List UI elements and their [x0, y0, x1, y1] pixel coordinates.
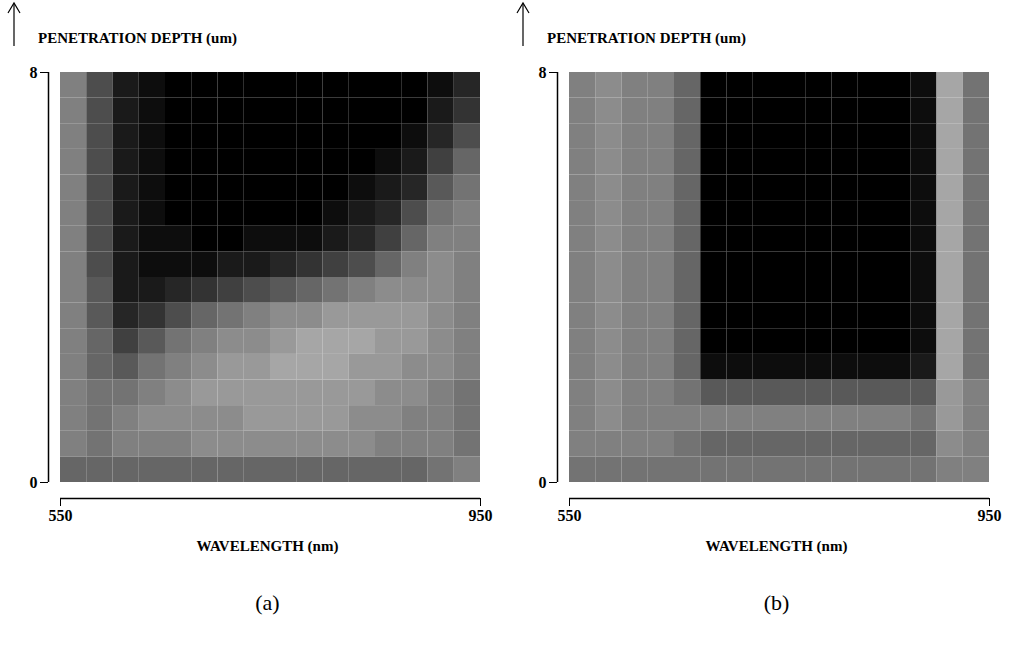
html-text:(b): (b): [763, 590, 790, 615]
svg-text:550: 550: [558, 507, 582, 524]
svg-text:0: 0: [539, 474, 547, 491]
html-text:WAVELENGTH (nm): WAVELENGTH (nm): [196, 538, 339, 554]
html-text:WAVELENGTH (nm): WAVELENGTH (nm): [705, 538, 848, 554]
svg-text:550: 550: [49, 507, 73, 524]
svg-text:8: 8: [539, 64, 547, 81]
html-text:PENETRATION DEPTH (um): PENETRATION DEPTH (um): [38, 30, 237, 46]
svg-text:950: 950: [469, 507, 493, 524]
html-text:PENETRATION DEPTH (um): PENETRATION DEPTH (um): [547, 30, 746, 46]
svg-text:950: 950: [978, 507, 1002, 524]
svg-text:0: 0: [30, 474, 38, 491]
svg-text:8: 8: [30, 64, 38, 81]
html-text:(a): (a): [255, 590, 280, 615]
